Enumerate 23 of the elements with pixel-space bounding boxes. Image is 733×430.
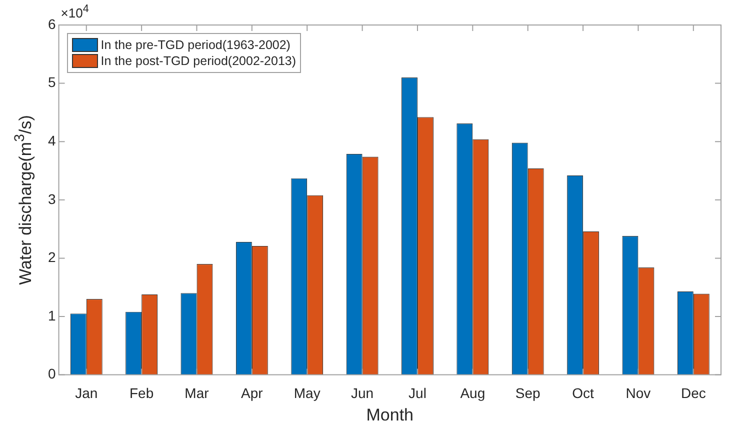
y-tick-label: 3 xyxy=(48,190,56,207)
y-tick-label: 5 xyxy=(48,74,56,90)
legend-label: In the pre-TGD period(1963-2002) xyxy=(100,38,290,52)
x-tick-label: Aug xyxy=(460,385,486,402)
y-tick-label: 2 xyxy=(48,249,56,266)
x-tick-label: Dec xyxy=(680,385,706,402)
y-tick-label: 1 xyxy=(48,307,56,324)
x-tick-label: Nov xyxy=(626,385,651,402)
x-tick-label: Mar xyxy=(184,385,210,402)
y-tick-label: 0 xyxy=(48,366,56,382)
x-axis-title: Month xyxy=(366,405,414,424)
x-tick-label: May xyxy=(294,385,320,402)
y-tick-label: 6 xyxy=(48,16,56,32)
y-tick-label: 4 xyxy=(48,132,56,148)
x-tick-label: Feb xyxy=(130,385,154,402)
x-tick-label: Oct xyxy=(572,385,594,402)
x-tick-label: Sep xyxy=(515,385,541,402)
x-tick-label: Jul xyxy=(408,385,426,402)
x-tick-label: Jun xyxy=(351,385,374,402)
x-tick-label: Jan xyxy=(75,385,98,402)
x-tick-label: Apr xyxy=(241,385,264,402)
text: ×10$^{4}$ xyxy=(60,3,89,20)
legend-label: In the post-TGD period(2002-2013) xyxy=(100,54,296,68)
